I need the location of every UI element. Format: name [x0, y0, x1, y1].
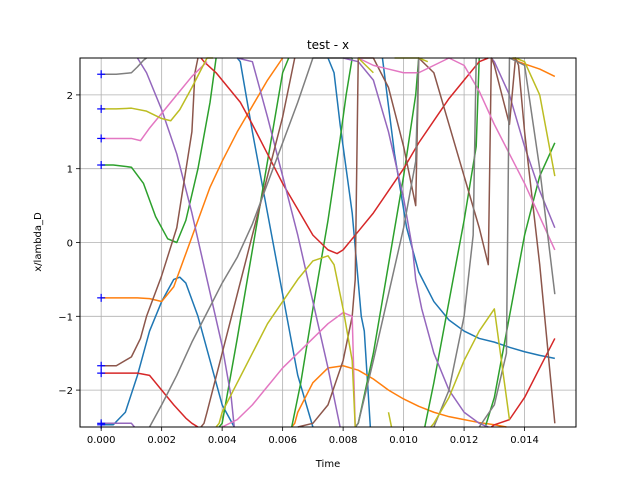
initial-position-markers [97, 70, 106, 429]
series-line-1 [101, 57, 555, 428]
series-layer [101, 57, 556, 428]
x-tick-label: 0.012 [450, 435, 479, 446]
x-tick-label: 0.008 [329, 435, 358, 446]
series-line-7 [101, 57, 556, 428]
x-tick-label: 0.014 [510, 435, 539, 446]
initial-position-marker [97, 369, 106, 378]
chart-title: test - x [307, 38, 349, 52]
initial-position-marker [97, 104, 106, 113]
x-tick-label: 0.002 [147, 435, 176, 446]
series-line-5 [101, 57, 556, 428]
x-tick-label: 0.006 [268, 435, 297, 446]
x-tick-label: 0.010 [389, 435, 418, 446]
initial-position-marker [97, 161, 106, 170]
initial-position-marker [97, 293, 106, 302]
series-line-3 [101, 57, 556, 428]
x-axis-label: Time [315, 459, 340, 470]
y-tick-label: 2 [67, 91, 73, 102]
x-tick-label: 0.004 [208, 435, 237, 446]
y-tick-label: 1 [67, 165, 73, 176]
y-axis-label: x/lambda_D [33, 212, 44, 272]
x-tick-label: 0.000 [87, 435, 116, 446]
series-line-4 [101, 57, 556, 428]
initial-position-marker [97, 361, 106, 370]
y-tick-label: −1 [58, 312, 73, 323]
initial-position-marker [97, 70, 106, 79]
series-line-8 [101, 57, 556, 428]
ticks: 0.000 0.002 0.004 0.006 0.008 0.010 0.012 0.014… [58, 91, 539, 446]
initial-position-marker [97, 134, 106, 143]
y-tick-label: 0 [67, 239, 73, 250]
y-tick-label: −2 [58, 386, 73, 397]
grid [80, 58, 576, 427]
